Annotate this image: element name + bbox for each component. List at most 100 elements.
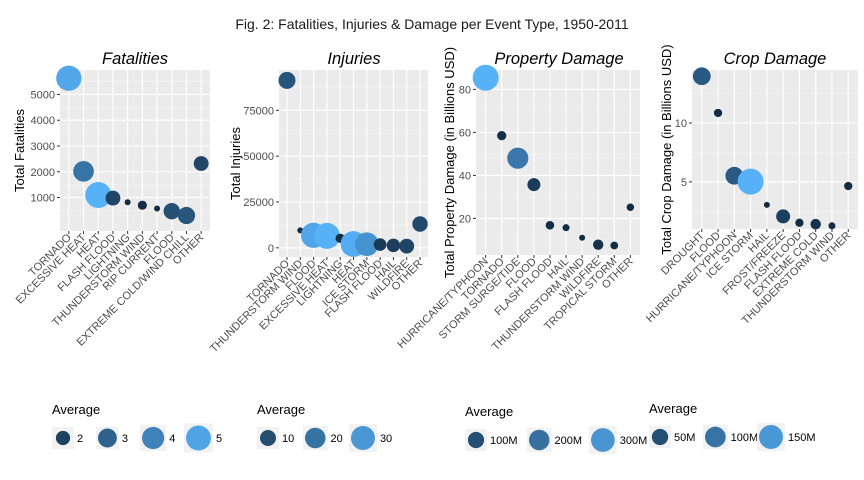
legend-key xyxy=(590,428,615,452)
data-point xyxy=(373,238,387,251)
data-point xyxy=(527,178,541,192)
y-tick-label: 1000 xyxy=(31,193,55,205)
y-tick-label: 2000 xyxy=(31,167,55,179)
data-point xyxy=(713,108,723,118)
legend-key xyxy=(260,430,276,446)
data-point xyxy=(593,239,604,250)
y-axis-label: Total Crop Damage (in Billions USD) xyxy=(659,44,674,254)
legend-key xyxy=(305,427,326,449)
y-tick-label: 25000 xyxy=(243,197,274,209)
legend-key xyxy=(467,431,485,449)
data-point xyxy=(137,200,147,210)
legend: Average 50M 100M 150M xyxy=(649,401,816,452)
legend-title: Average xyxy=(465,404,513,419)
y-tick-label: 3000 xyxy=(31,141,55,153)
legend: Average 10 20 30 xyxy=(257,402,392,452)
legend-title: Average xyxy=(649,401,697,416)
legend-label: 100M xyxy=(490,435,518,447)
plot-background xyxy=(692,70,858,229)
legend-key xyxy=(350,426,375,450)
data-point xyxy=(610,241,619,250)
data-point xyxy=(354,232,379,257)
y-tick-label: 5 xyxy=(681,177,687,189)
legend-key xyxy=(705,426,726,448)
y-axis-label: Total Property Damage (in Billions USD) xyxy=(442,47,457,278)
y-tick-label: 10 xyxy=(675,118,687,130)
legend-key xyxy=(97,428,117,448)
data-point xyxy=(313,222,340,249)
legend-title: Average xyxy=(52,402,100,417)
data-point xyxy=(579,234,586,241)
data-point xyxy=(497,130,507,141)
legend-label: 5 xyxy=(216,433,222,445)
data-point xyxy=(626,203,635,211)
legend-label: 300M xyxy=(620,435,648,447)
panel-title: Fatalities xyxy=(102,50,168,68)
legend-label: 150M xyxy=(788,432,816,444)
y-tick-label: 20 xyxy=(459,213,471,225)
data-point xyxy=(412,216,428,232)
legend-key xyxy=(651,428,669,446)
legend-label: 2 xyxy=(77,433,83,445)
y-tick-label: 80 xyxy=(459,84,471,96)
legend-label: 30 xyxy=(380,433,392,445)
data-point xyxy=(56,65,82,91)
data-point xyxy=(844,181,853,191)
data-point xyxy=(278,71,296,89)
legend-label: 100M xyxy=(731,432,759,444)
legend: Average 100M 200M 300M xyxy=(465,404,647,454)
data-point xyxy=(73,160,94,182)
figure-title: Fig. 2: Fatalities, Injuries & Damage pe… xyxy=(235,16,628,32)
data-point xyxy=(472,64,499,91)
legend-key xyxy=(141,426,165,450)
legend-title: Average xyxy=(257,402,305,417)
legend-key xyxy=(55,430,71,446)
data-point xyxy=(193,156,209,171)
y-tick-label: 50000 xyxy=(243,151,274,163)
data-point xyxy=(810,218,821,230)
data-point xyxy=(692,67,711,86)
plot-background xyxy=(476,70,640,255)
legend-label: 4 xyxy=(169,433,175,445)
data-point xyxy=(545,221,555,230)
y-tick-label: 75000 xyxy=(243,105,274,117)
data-point xyxy=(399,238,415,254)
data-point xyxy=(507,147,529,169)
y-tick-label: 4000 xyxy=(31,115,55,127)
y-tick-label: 0 xyxy=(268,243,274,255)
panel-title: Crop Damage xyxy=(724,50,827,68)
legend-key xyxy=(528,429,550,451)
data-point xyxy=(85,182,112,209)
legend-key xyxy=(759,425,784,449)
legend-label: 10 xyxy=(282,433,294,445)
legend-label: 50M xyxy=(674,432,695,444)
data-point xyxy=(163,202,180,220)
data-point xyxy=(562,224,570,232)
panel-title: Property Damage xyxy=(494,50,623,68)
legend-label: 200M xyxy=(554,435,582,447)
data-point xyxy=(177,206,196,225)
legend-label: 3 xyxy=(122,433,128,445)
y-axis-label: Total Injuries xyxy=(228,127,243,200)
panel-title: Injuries xyxy=(327,50,380,68)
data-point xyxy=(154,205,161,212)
y-tick-label: 5000 xyxy=(31,89,55,101)
legend: Average 2 3 4 5 xyxy=(52,402,222,453)
data-point xyxy=(737,168,764,195)
legend-label: 20 xyxy=(331,433,343,445)
data-point xyxy=(105,190,121,206)
legend-key xyxy=(185,425,211,451)
data-point xyxy=(828,222,836,230)
data-point xyxy=(124,199,131,206)
data-point xyxy=(763,201,770,208)
y-axis-label: Total Fatalities xyxy=(12,108,27,192)
data-point xyxy=(795,218,804,227)
y-tick-label: 60 xyxy=(459,127,471,139)
data-point xyxy=(776,209,791,224)
plot-background xyxy=(60,70,210,231)
